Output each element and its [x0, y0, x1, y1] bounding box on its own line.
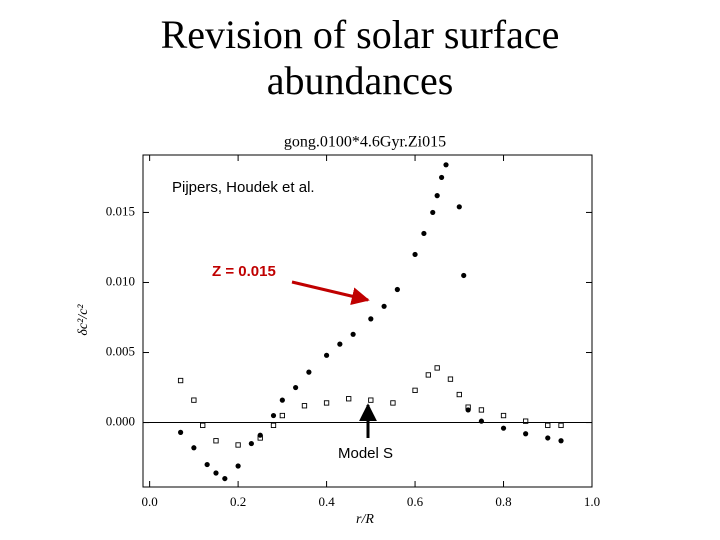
- data-point: [522, 418, 529, 424]
- data-point: [257, 435, 263, 441]
- data-point: [204, 461, 210, 468]
- data-point: [350, 331, 356, 337]
- data-point: [248, 440, 254, 447]
- data-point: [558, 438, 564, 444]
- x-tick-label: 0.0: [142, 494, 158, 509]
- data-point: [523, 431, 529, 437]
- y-tick-label: 0.000: [106, 414, 135, 429]
- y-tick-label: 0.010: [106, 273, 135, 288]
- data-point: [368, 397, 374, 403]
- data-point: [438, 174, 445, 181]
- x-tick-label: 0.4: [318, 494, 335, 509]
- data-point: [412, 251, 418, 258]
- y-axis-label: δc²/c²: [76, 304, 91, 336]
- data-point: [301, 403, 308, 409]
- data-point: [257, 432, 263, 438]
- annotation: Z = 0.015: [212, 263, 276, 280]
- data-point: [390, 400, 396, 406]
- x-tick-label: 0.6: [407, 494, 424, 509]
- data-point: [443, 162, 449, 168]
- data-point: [500, 425, 507, 431]
- data-point: [368, 316, 374, 322]
- y-tick-label: 0.015: [106, 203, 135, 218]
- data-point: [270, 422, 277, 429]
- x-tick-label: 1.0: [584, 494, 600, 509]
- data-point: [178, 429, 184, 435]
- data-point: [478, 407, 485, 413]
- data-point: [461, 272, 467, 279]
- y-tick-label: 0.005: [106, 344, 135, 359]
- data-point: [421, 230, 427, 237]
- data-point: [323, 352, 330, 358]
- data-point: [191, 397, 197, 403]
- data-point: [412, 387, 418, 393]
- data-point: [346, 396, 352, 402]
- x-tick-label: 0.8: [495, 494, 511, 509]
- data-point: [213, 470, 219, 476]
- x-tick-label: 0.2: [230, 494, 246, 509]
- data-point: [456, 204, 462, 210]
- data-point: [545, 435, 551, 441]
- data-point: [270, 412, 277, 419]
- data-point: [434, 193, 440, 199]
- data-point: [200, 422, 206, 429]
- data-point: [235, 442, 241, 448]
- data-point: [500, 412, 507, 419]
- data-point: [235, 463, 241, 469]
- data-point: [222, 475, 228, 482]
- chart-title: gong.0100*4.6Gyr.Zi015: [284, 134, 446, 151]
- data-point: [465, 407, 471, 413]
- data-point: [425, 372, 431, 378]
- data-point: [381, 303, 387, 309]
- data-point: [456, 391, 462, 398]
- data-point: [558, 422, 564, 429]
- data-point: [337, 341, 343, 347]
- data-point: [213, 438, 219, 444]
- data-point: [323, 400, 330, 406]
- data-point: [279, 397, 285, 403]
- data-point: [177, 377, 184, 384]
- data-point: [434, 365, 440, 371]
- plot-frame: [142, 154, 593, 488]
- data-point: [306, 369, 312, 375]
- annotation-arrow: [291, 280, 370, 306]
- data-point: [545, 422, 551, 429]
- data-point: [394, 286, 400, 293]
- data-point: [478, 418, 485, 424]
- subtitle: Pijpers, Houdek et al.: [172, 179, 315, 196]
- annotation: Model S: [338, 445, 393, 462]
- data-point: [293, 384, 299, 391]
- x-axis-label: r/R: [356, 512, 374, 527]
- data-point: [279, 412, 285, 419]
- slide-title: Revision of solar surface abundances: [160, 12, 560, 103]
- data-point: [430, 209, 436, 216]
- data-point: [191, 445, 197, 451]
- data-point: [465, 404, 471, 410]
- data-point: [447, 376, 454, 382]
